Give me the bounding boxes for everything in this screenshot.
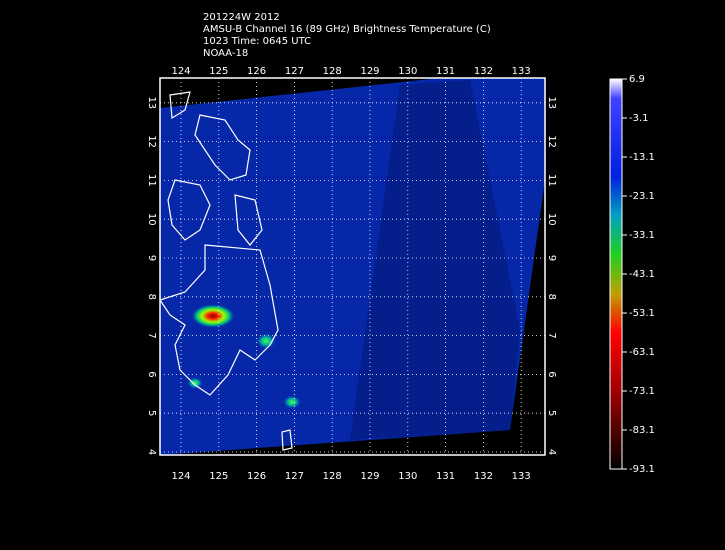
swath-shade xyxy=(350,80,520,440)
coastlines xyxy=(160,91,293,451)
colorbar-label: -93.1 xyxy=(629,464,655,475)
lat-label: 11 xyxy=(146,174,157,187)
colorbar-label: -3.1 xyxy=(629,113,649,124)
swath xyxy=(160,78,545,455)
lon-label: 130 xyxy=(398,471,417,482)
lat-label: 4 xyxy=(546,449,557,455)
coastline xyxy=(194,114,251,181)
coastline xyxy=(167,179,211,241)
lon-label: 131 xyxy=(436,471,455,482)
lon-label: 130 xyxy=(398,66,417,77)
lat-label: 6 xyxy=(546,371,557,377)
lat-label: 13 xyxy=(146,96,157,109)
lat-label: 13 xyxy=(546,96,557,109)
lat-label: 12 xyxy=(546,135,557,148)
lat-label: 12 xyxy=(146,135,157,148)
lon-label: 129 xyxy=(360,471,379,482)
header-line: 201224W 2012 xyxy=(203,12,280,23)
colorbar-label: -43.1 xyxy=(629,269,655,280)
colorbar xyxy=(609,78,623,470)
lon-label: 132 xyxy=(474,471,493,482)
lat-label: 7 xyxy=(146,332,157,338)
lat-label: 4 xyxy=(146,449,157,455)
lon-label: 128 xyxy=(323,66,342,77)
lat-label: 9 xyxy=(546,255,557,261)
coastline xyxy=(169,91,191,120)
lon-label: 133 xyxy=(512,471,531,482)
colorbar-label: -73.1 xyxy=(629,386,655,397)
colorbar-label: -83.1 xyxy=(629,425,655,436)
header-line: NOAA-18 xyxy=(203,48,248,59)
lon-label: 124 xyxy=(171,66,190,77)
colorbar-label: -33.1 xyxy=(629,230,655,241)
header-line: 1023 Time: 0645 UTC xyxy=(203,36,311,47)
lat-label: 10 xyxy=(546,213,557,226)
map-frame xyxy=(159,77,546,456)
colorbar-label: -53.1 xyxy=(629,308,655,319)
lat-label: 10 xyxy=(146,213,157,226)
lon-label: 127 xyxy=(285,66,304,77)
lon-label: 127 xyxy=(285,471,304,482)
coastline xyxy=(281,429,293,451)
lon-label: 125 xyxy=(209,471,228,482)
lon-label: 131 xyxy=(436,66,455,77)
cold-cloud xyxy=(283,395,301,409)
lon-label: 124 xyxy=(171,471,190,482)
lon-label: 126 xyxy=(247,471,266,482)
lon-label: 128 xyxy=(323,471,342,482)
lat-label: 9 xyxy=(146,255,157,261)
lon-label: 129 xyxy=(360,66,379,77)
coastline xyxy=(160,244,279,396)
lon-label: 125 xyxy=(209,66,228,77)
cold-cloud xyxy=(187,377,203,389)
lat-label: 5 xyxy=(546,410,557,416)
lat-label: 8 xyxy=(546,294,557,300)
lat-label: 7 xyxy=(546,332,557,338)
lat-label: 6 xyxy=(146,371,157,377)
colorbar-label: -63.1 xyxy=(629,347,655,358)
colorbar-label: -13.1 xyxy=(629,152,655,163)
lon-label: 126 xyxy=(247,66,266,77)
colorbar-label: -23.1 xyxy=(629,191,655,202)
lon-label: 132 xyxy=(474,66,493,77)
header-line: AMSU-B Channel 16 (89 GHz) Brightness Te… xyxy=(203,24,491,35)
lat-label: 5 xyxy=(146,410,157,416)
lat-label: 11 xyxy=(546,174,557,187)
coastline xyxy=(234,194,263,246)
lon-label: 133 xyxy=(512,66,531,77)
colorbar-label: 6.9 xyxy=(629,74,645,85)
lat-label: 8 xyxy=(146,294,157,300)
cold-cloud xyxy=(256,333,276,349)
cold-cloud xyxy=(191,304,235,328)
